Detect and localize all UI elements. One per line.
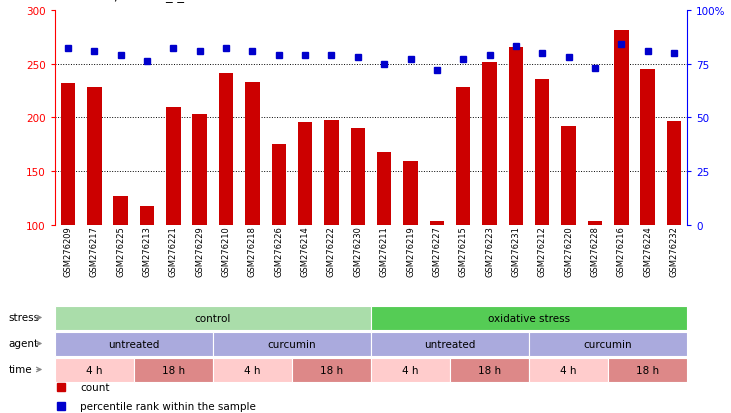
- Text: curcumin: curcumin: [584, 339, 632, 349]
- Text: GSM276210: GSM276210: [221, 225, 230, 276]
- Bar: [450, 358, 529, 382]
- Text: GSM276224: GSM276224: [643, 225, 652, 276]
- Bar: [213, 358, 292, 382]
- Text: 18 h: 18 h: [478, 365, 501, 375]
- Bar: [561, 127, 576, 225]
- Bar: [292, 358, 371, 382]
- Text: GSM276219: GSM276219: [406, 225, 415, 276]
- Text: GSM276222: GSM276222: [327, 225, 336, 276]
- Bar: [371, 332, 529, 356]
- Bar: [404, 162, 417, 225]
- Text: GSM276231: GSM276231: [512, 225, 520, 276]
- Text: control: control: [194, 313, 231, 323]
- Bar: [371, 306, 687, 330]
- Bar: [608, 358, 687, 382]
- Text: GSM276216: GSM276216: [617, 225, 626, 276]
- Text: GSM276223: GSM276223: [485, 225, 494, 276]
- Bar: [371, 358, 450, 382]
- Text: 18 h: 18 h: [162, 365, 185, 375]
- Text: GSM276217: GSM276217: [90, 225, 99, 276]
- Text: untreated: untreated: [424, 339, 476, 349]
- Bar: [213, 332, 371, 356]
- Text: time: time: [9, 365, 32, 375]
- Text: 4 h: 4 h: [86, 365, 102, 375]
- Bar: [298, 122, 312, 225]
- Bar: [535, 79, 550, 225]
- Bar: [456, 88, 471, 225]
- Text: 4 h: 4 h: [402, 365, 419, 375]
- Text: 4 h: 4 h: [244, 365, 261, 375]
- Bar: [509, 48, 523, 225]
- Text: 18 h: 18 h: [636, 365, 659, 375]
- Bar: [325, 120, 338, 225]
- Bar: [55, 332, 213, 356]
- Text: GSM276230: GSM276230: [353, 225, 363, 276]
- Bar: [667, 121, 681, 225]
- Text: 4 h: 4 h: [561, 365, 577, 375]
- Bar: [245, 83, 260, 225]
- Bar: [377, 152, 391, 225]
- Bar: [219, 74, 233, 225]
- Text: GSM276229: GSM276229: [195, 225, 204, 276]
- Text: agent: agent: [9, 339, 39, 349]
- Bar: [351, 129, 365, 225]
- Text: GSM276213: GSM276213: [143, 225, 151, 276]
- Bar: [87, 88, 102, 225]
- Text: percentile rank within the sample: percentile rank within the sample: [80, 401, 256, 411]
- Bar: [271, 145, 286, 225]
- Text: untreated: untreated: [108, 339, 159, 349]
- Text: GSM276232: GSM276232: [670, 225, 678, 276]
- Bar: [55, 358, 134, 382]
- Bar: [61, 84, 75, 225]
- Text: GSM276225: GSM276225: [116, 225, 125, 276]
- Text: GSM276209: GSM276209: [64, 225, 72, 276]
- Text: GDS3342 / 52285_f_at: GDS3342 / 52285_f_at: [48, 0, 197, 2]
- Text: GSM276211: GSM276211: [379, 225, 389, 276]
- Bar: [588, 221, 602, 225]
- Text: GSM276218: GSM276218: [248, 225, 257, 276]
- Bar: [55, 306, 371, 330]
- Bar: [134, 358, 213, 382]
- Bar: [614, 31, 629, 225]
- Text: curcumin: curcumin: [268, 339, 317, 349]
- Text: GSM276227: GSM276227: [432, 225, 442, 276]
- Bar: [113, 197, 128, 225]
- Bar: [430, 221, 444, 225]
- Text: GSM276212: GSM276212: [538, 225, 547, 276]
- Bar: [529, 332, 687, 356]
- Bar: [529, 358, 608, 382]
- Text: GSM276226: GSM276226: [274, 225, 284, 276]
- Text: 18 h: 18 h: [320, 365, 343, 375]
- Bar: [166, 107, 181, 225]
- Text: GSM276215: GSM276215: [458, 225, 468, 276]
- Text: oxidative stress: oxidative stress: [488, 313, 570, 323]
- Bar: [640, 70, 655, 225]
- Text: GSM276228: GSM276228: [591, 225, 599, 276]
- Text: count: count: [80, 382, 110, 392]
- Bar: [482, 63, 497, 225]
- Bar: [192, 115, 207, 225]
- Bar: [140, 206, 154, 225]
- Text: GSM276221: GSM276221: [169, 225, 178, 276]
- Text: GSM276220: GSM276220: [564, 225, 573, 276]
- Text: stress: stress: [9, 313, 39, 323]
- Text: GSM276214: GSM276214: [300, 225, 310, 276]
